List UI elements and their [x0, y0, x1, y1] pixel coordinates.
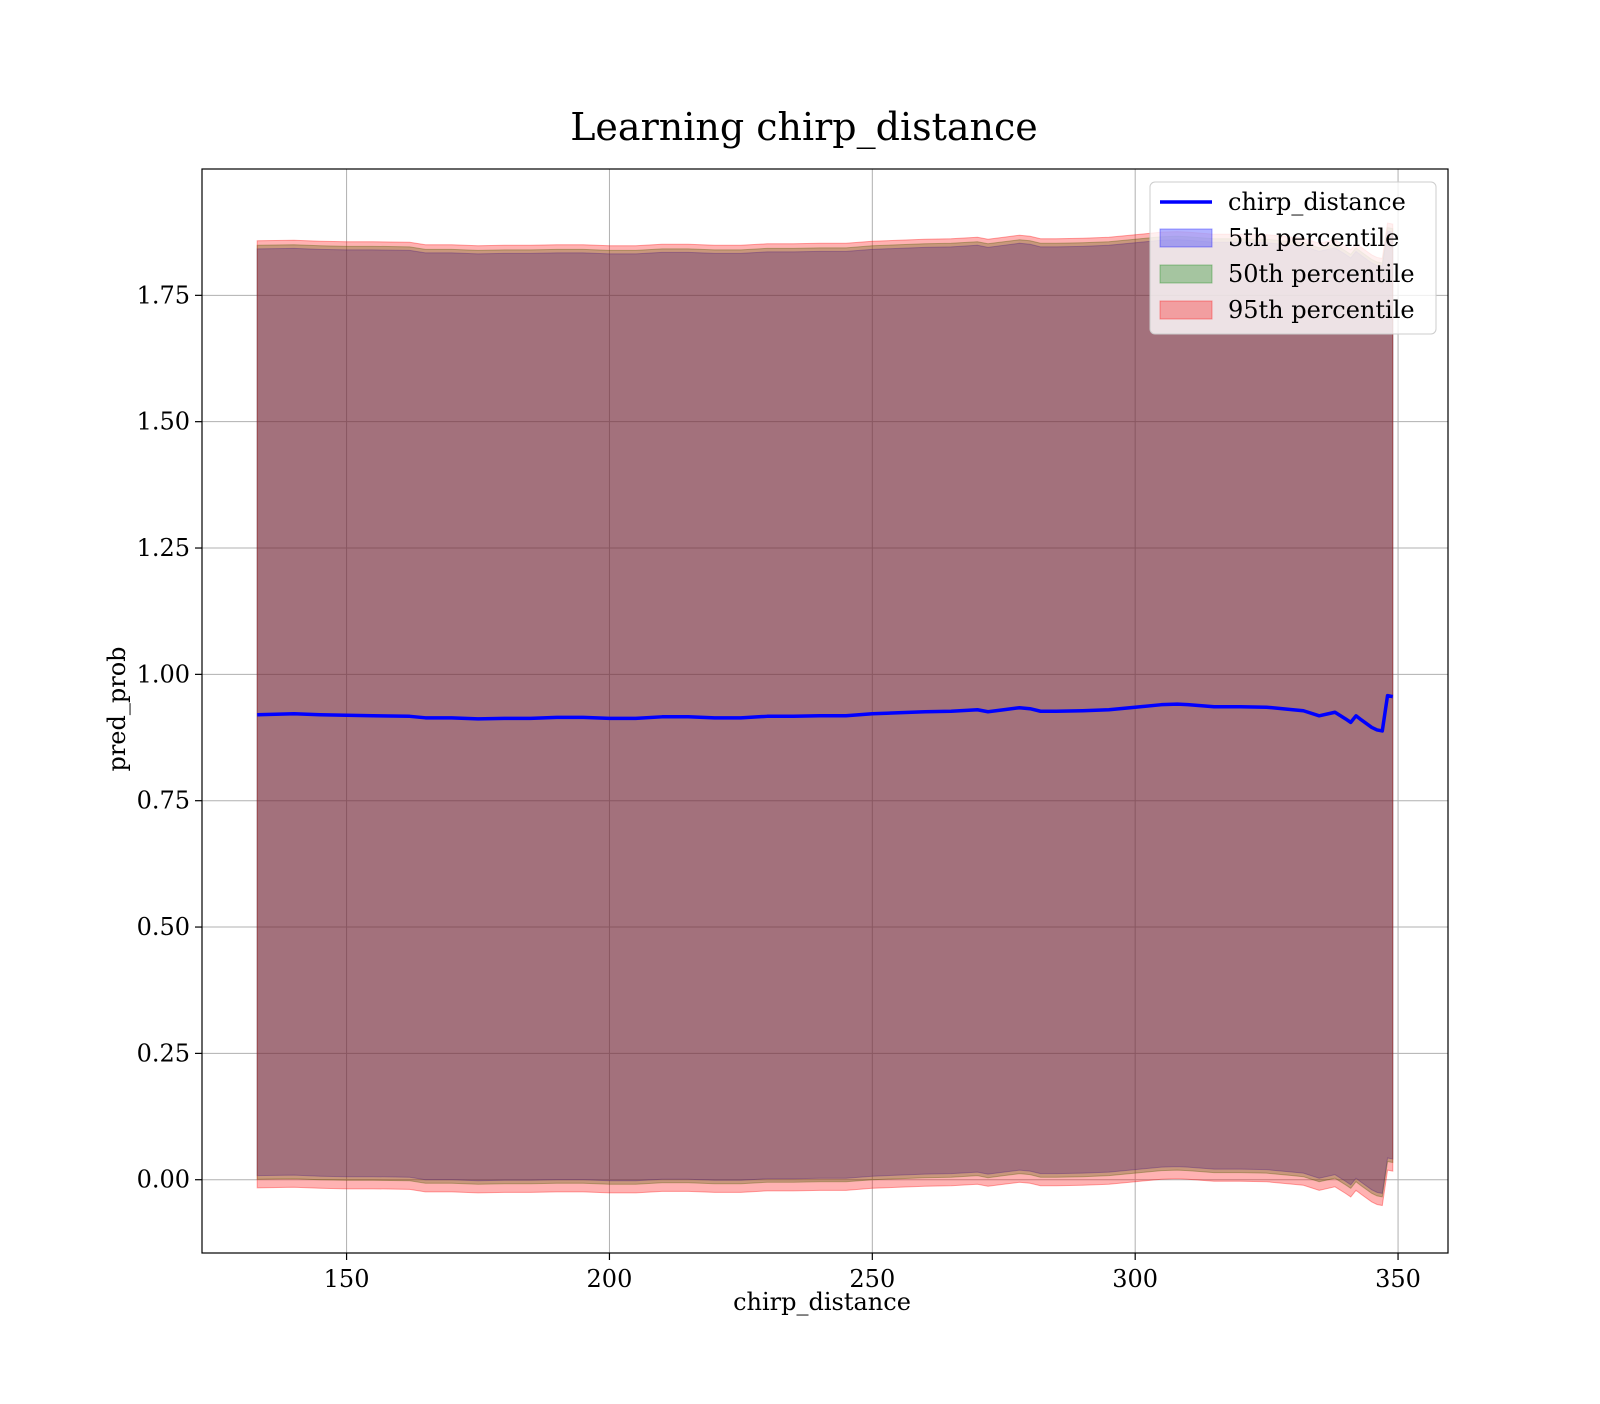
series-line-chirp-distance — [257, 693, 1394, 733]
legend-box — [1149, 181, 1437, 335]
y-tick-label: 1.25 — [137, 534, 190, 562]
legend-swatch — [1159, 264, 1213, 284]
legend-label: 50th percentile — [1228, 260, 1415, 288]
legend: chirp_distance 5th percentile 50th percent… — [1149, 181, 1437, 335]
y-tick-label: 1.50 — [137, 408, 190, 436]
y-tick-label: 1.00 — [137, 660, 190, 688]
y-tick-label: 0.25 — [137, 1039, 190, 1067]
y-tick-label: 0.50 — [137, 913, 190, 941]
band-50th-percentile — [256, 227, 1394, 1198]
series-lines — [257, 693, 1394, 733]
x-tick-label: 250 — [849, 1265, 895, 1293]
chart-title: Learning chirp_distance — [570, 105, 1038, 150]
legend-label: chirp_distance — [1228, 188, 1406, 216]
band-5th-percentile — [256, 230, 1394, 1194]
legend-swatch — [1159, 228, 1213, 248]
y-tick-label: 1.75 — [137, 281, 190, 309]
plot-frame — [201, 168, 1449, 1254]
y-tick-label: 0.75 — [137, 787, 190, 815]
x-tick-label: 200 — [587, 1265, 633, 1293]
x-tick-label: 350 — [1375, 1265, 1421, 1293]
legend-label: 95th percentile — [1228, 296, 1415, 324]
y-tick-label: 0.00 — [137, 1166, 190, 1194]
x-tick-label: 300 — [1112, 1265, 1158, 1293]
legend-label: 5th percentile — [1228, 224, 1399, 252]
x-tick-label: 150 — [324, 1265, 370, 1293]
axes: 150 200 250 300 350 0.00 0.25 0.50 0.75 1.00 1.25 1… — [137, 168, 1449, 1293]
x-axis-label: chirp_distance — [733, 1288, 911, 1316]
percentile-bands — [256, 222, 1394, 1207]
y-axis-label: pred_prob — [103, 646, 131, 771]
legend-swatch — [1159, 300, 1213, 320]
